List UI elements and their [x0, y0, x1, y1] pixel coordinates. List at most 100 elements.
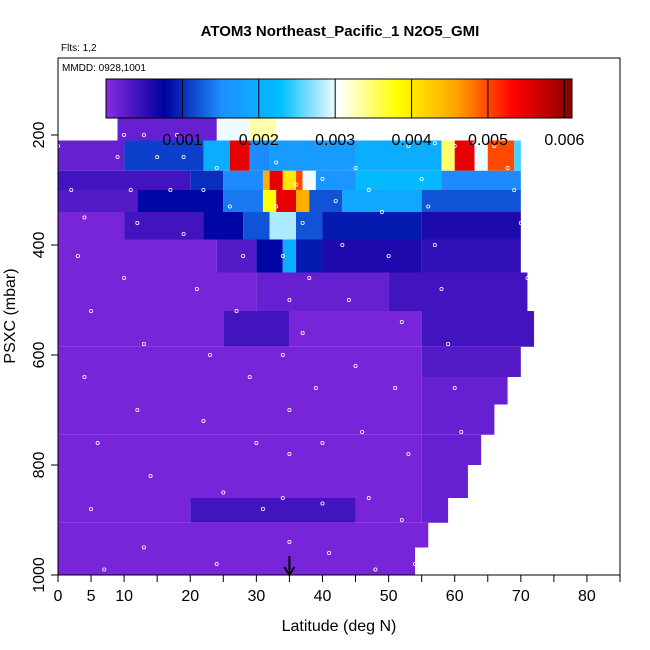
heatmap-cell — [355, 140, 442, 171]
flight-track-point — [69, 187, 74, 192]
heatmap-cell — [296, 170, 303, 190]
flight-track-point — [135, 220, 140, 225]
flight-track-point — [333, 198, 338, 203]
flight-track-point — [300, 330, 305, 335]
flight-track-point — [155, 154, 160, 159]
flight-track-point — [366, 187, 371, 192]
flight-track-point — [472, 141, 477, 146]
heatmap-cell — [190, 170, 224, 190]
flight-track-point — [260, 506, 265, 511]
heatmap-cell — [256, 272, 389, 311]
flight-track-point — [280, 352, 285, 357]
flight-track-point — [148, 473, 153, 478]
flight-track-point — [214, 562, 219, 567]
flight-track-point — [247, 374, 252, 379]
flight-track-point — [89, 506, 94, 511]
heatmap-cell — [421, 212, 521, 240]
flight-track-point — [194, 286, 199, 291]
y-tick-label: 600 — [31, 342, 48, 369]
flight-track-point — [525, 275, 530, 280]
flight-track-point — [452, 385, 457, 390]
flight-track-point — [432, 141, 437, 146]
flight-track-point — [208, 352, 213, 357]
heatmap-cell — [58, 346, 422, 377]
heatmap-cell — [421, 498, 449, 523]
heatmap-cell — [421, 434, 482, 465]
flight-track-point — [287, 540, 292, 545]
heatmap-cell — [58, 522, 429, 548]
heatmap-cell — [276, 190, 297, 212]
heatmap-cell — [58, 239, 217, 273]
heatmap-cell — [58, 434, 422, 465]
y-tick-label: 1000 — [31, 557, 48, 593]
flight-track-point — [122, 132, 127, 137]
flight-track-point — [373, 567, 378, 572]
flight-track-point — [287, 297, 292, 302]
flight-track-point — [399, 319, 404, 324]
flight-track-point — [413, 562, 418, 567]
flight-track-point — [406, 143, 411, 148]
flight-track-point — [320, 176, 325, 181]
flight-track-point — [241, 253, 246, 258]
flight-track-point — [115, 154, 120, 159]
heatmap-cell — [289, 311, 422, 347]
heatmap-cell — [203, 140, 230, 171]
flight-track-point — [294, 182, 299, 187]
colorbar-tick-label: 0.002 — [239, 132, 279, 149]
flight-track-point — [102, 567, 107, 572]
heatmap-cell — [454, 140, 475, 171]
heatmap-cell — [322, 239, 422, 273]
flight-track-point — [175, 132, 180, 137]
flight-track-point — [406, 451, 411, 456]
y-axis: 200 400 600 800 1000 — [31, 122, 58, 593]
dates-label: MMDD: 0928,1001 — [62, 63, 146, 74]
flight-track-point — [518, 220, 523, 225]
heatmap-cell — [514, 140, 521, 171]
y-tick-label: 400 — [31, 232, 48, 259]
flight-track-point — [227, 204, 232, 209]
heatmap-cell — [58, 465, 422, 498]
y-axis-label: PSXC (mbar) — [2, 268, 19, 363]
heatmap-cell — [282, 239, 297, 273]
heatmap-cell — [58, 404, 422, 435]
heatmap-cell — [355, 498, 422, 523]
flight-track-point — [360, 429, 365, 434]
x-tick-label: 60 — [446, 588, 464, 605]
flight-track-point — [89, 308, 94, 313]
heatmap-cell — [190, 498, 356, 523]
flights-label: Flts: 1,2 — [61, 43, 97, 54]
flight-track-point — [280, 253, 285, 258]
heatmap-cell — [203, 212, 244, 240]
flight-track-point — [320, 501, 325, 506]
colorbar-ticks: 0.001 0.002 0.003 0.004 0.005 0.006 — [162, 79, 584, 149]
heatmap-cell — [58, 212, 125, 240]
heatmap-cell — [216, 239, 257, 273]
y-tick-label: 800 — [31, 452, 48, 479]
y-tick-label: 200 — [31, 122, 48, 149]
flight-track-point — [353, 165, 358, 170]
x-axis-label: Latitude (deg N) — [282, 618, 397, 635]
heatmap-cell — [243, 212, 270, 240]
flight-track-point — [459, 429, 464, 434]
chart-title: ATOM3 Northeast_Pacific_1 N2O5_GMI — [201, 23, 480, 40]
flight-track-point — [280, 495, 285, 500]
heatmap-cell — [296, 212, 323, 240]
heatmap-cell — [315, 170, 356, 190]
flight-track-point — [300, 220, 305, 225]
colorbar-tick-label: 0.001 — [162, 132, 202, 149]
heatmap-cell — [487, 140, 515, 171]
heatmap-cell — [421, 190, 521, 212]
flight-track-point — [254, 440, 259, 445]
heatmap-cell — [322, 212, 422, 240]
flight-track-point — [141, 341, 146, 346]
flight-track-point — [122, 275, 127, 280]
heatmap-cell — [58, 311, 224, 347]
heatmap-cell — [58, 190, 138, 212]
flight-track-point — [201, 418, 206, 423]
flight-track-point — [214, 165, 219, 170]
flight-track-point — [274, 204, 279, 209]
heatmap-cell — [262, 170, 270, 190]
heatmap-cell — [421, 465, 468, 498]
flight-track-point — [439, 286, 444, 291]
flight-track-point — [234, 308, 239, 313]
